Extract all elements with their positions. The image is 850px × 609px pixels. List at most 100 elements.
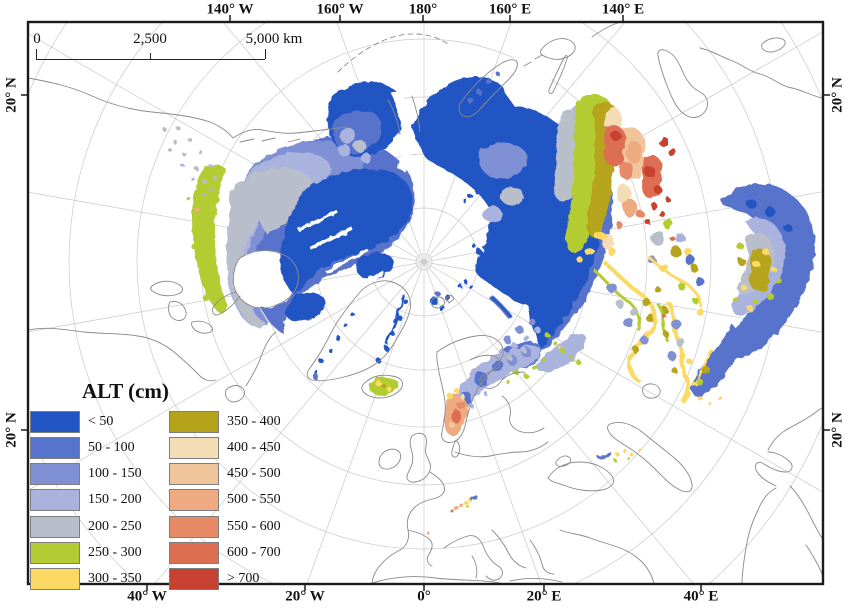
taiwan-coast: [761, 37, 786, 53]
legend-label: 300 - 350: [88, 571, 142, 587]
newfoundland-coast: [225, 385, 245, 403]
axis-label-left-20n-upper: 20° N: [3, 77, 20, 113]
legend-column-2: 350 - 400 400 - 450 450 - 500 500 - 550 …: [169, 410, 281, 594]
legend-swatch: [169, 515, 219, 538]
axis-label-right-20n-upper: 20° N: [829, 77, 846, 113]
axis-label-top-140e: 140° E: [601, 1, 645, 18]
map-frame: [26, 20, 825, 586]
legend-item: 250 - 300: [30, 541, 169, 564]
aleutian-islands: [337, 33, 449, 73]
scale-tick-middle: [150, 53, 151, 59]
kamchatka-coast: [458, 59, 518, 118]
greenland-coast: [306, 280, 411, 382]
baltic-coast: [451, 395, 549, 458]
scale-tick-start: [36, 49, 37, 59]
axis-label-bottom-20w: 20° W: [285, 588, 325, 605]
legend-item: 200 - 250: [30, 515, 169, 538]
scale-label-2500: 2,500: [133, 31, 167, 47]
legend-item: 100 - 150: [30, 463, 169, 486]
axis-label-top-160w: 160° W: [316, 1, 364, 18]
legend-item: < 50: [30, 410, 169, 433]
iceland-coast: [361, 374, 403, 399]
legend-swatch: [30, 410, 80, 433]
legend-label: < 50: [88, 413, 114, 429]
scale-bar-line: [36, 59, 265, 60]
scandinavia-coast: [436, 335, 504, 443]
axis-label-top-140w: 140° W: [206, 1, 254, 18]
legend-swatch: [30, 541, 80, 564]
korea-coast: [657, 49, 709, 118]
legend-label: 150 - 200: [88, 492, 142, 508]
scale-label-0: 0: [33, 31, 41, 47]
scale-tick-end: [265, 49, 266, 59]
china-coast: [699, 47, 823, 99]
legend-swatch: [169, 541, 219, 564]
legend-swatch: [30, 436, 80, 459]
legend-swatch: [30, 463, 80, 486]
labrador-coast: [245, 331, 277, 387]
scale-label-5000km: 5,000 km: [245, 31, 303, 47]
alt-data-layer: [163, 58, 816, 535]
aral-sea-coast: [642, 383, 661, 399]
legend-label: 600 - 700: [227, 544, 281, 560]
legend-swatch: [169, 410, 219, 433]
coastlines: [28, 22, 823, 584]
legend-item: 350 - 400: [169, 410, 281, 433]
legend-item: 150 - 200: [30, 489, 169, 512]
legend-label: 450 - 500: [227, 466, 281, 482]
scale-bar: 0 2,500 5,000 km: [0, 0, 330, 70]
legend-item: 300 - 350: [30, 568, 169, 591]
axis-label-left-20n-lower: 20° N: [3, 412, 20, 448]
legend-swatch: [30, 489, 80, 512]
legend-item: 550 - 600: [169, 515, 281, 538]
north-africa-coast: [371, 576, 563, 584]
svalbard-coast: [430, 294, 455, 309]
arabia-india-coast: [741, 406, 823, 584]
legend-label: 200 - 250: [88, 518, 142, 534]
west-europe-coast: [371, 471, 445, 584]
axis-label-bottom-40w: 40° W: [127, 588, 167, 605]
britain-coast: [406, 432, 431, 483]
legend: ALT (cm) < 50 50 - 100 100 - 150 150 - 2…: [30, 379, 330, 594]
legend-label: 350 - 400: [227, 413, 281, 429]
axis-label-right-20n-lower: 20° N: [829, 412, 846, 448]
legend-item: 50 - 100: [30, 436, 169, 459]
axis-label-bottom-20e: 20° E: [526, 588, 562, 605]
axis-label-bottom-40e: 40° E: [683, 588, 719, 605]
mediterranean-coast: [443, 529, 655, 584]
axis-label-bottom-0: 0°: [417, 588, 431, 605]
legend-label: 250 - 300: [88, 544, 142, 560]
legend-label: 50 - 100: [88, 439, 135, 455]
legend-column-1: < 50 50 - 100 100 - 150 150 - 200 200 - …: [30, 410, 169, 594]
legend-label: > 700: [227, 571, 260, 587]
black-sea-coast: [547, 455, 614, 492]
axis-label-top-180: 180°: [408, 1, 438, 18]
legend-item: 400 - 450: [169, 436, 281, 459]
legend-label: 550 - 600: [227, 518, 281, 534]
ireland-coast: [378, 448, 402, 470]
legend-swatch: [30, 568, 80, 591]
caspian-sea-coast: [607, 421, 693, 493]
axis-label-top-160e: 160° E: [488, 1, 532, 18]
legend-label: 500 - 550: [227, 492, 281, 508]
legend-swatch: [169, 463, 219, 486]
kola-white-sea-coast: [469, 354, 525, 389]
legend-swatch: [169, 489, 219, 512]
legend-item: 600 - 700: [169, 541, 281, 564]
legend-swatch: [30, 515, 80, 538]
axis-ticks: [21, 15, 830, 591]
sakhalin-coast: [548, 55, 568, 94]
legend-label: 100 - 150: [88, 466, 142, 482]
legend-item: 500 - 550: [169, 489, 281, 512]
legend-item: > 700: [169, 568, 281, 591]
legend-title: ALT (cm): [82, 379, 169, 403]
legend-item: 450 - 500: [169, 463, 281, 486]
north-america-west-coast: [28, 77, 350, 139]
us-east-coast: [28, 327, 217, 382]
legend-label: 400 - 450: [227, 439, 281, 455]
great-lakes: [150, 280, 213, 334]
hudson-bay-coast: [211, 250, 299, 316]
legend-swatch: [169, 568, 219, 591]
